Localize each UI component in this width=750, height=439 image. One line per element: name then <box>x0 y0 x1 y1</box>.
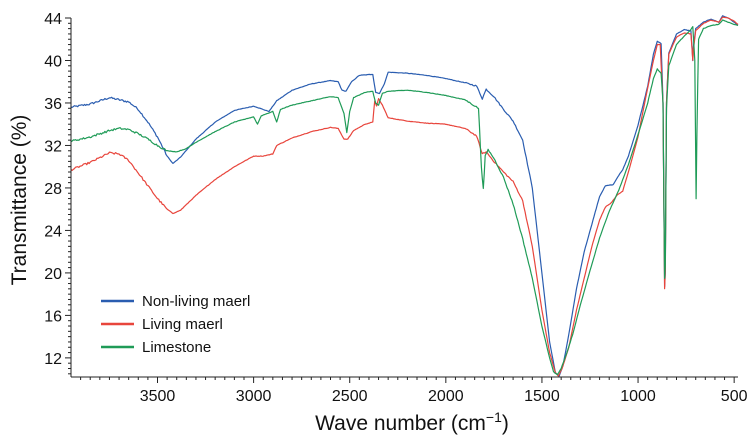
x-axis-title-superscript: −1 <box>486 409 502 425</box>
x-tick-label: 3000 <box>236 388 272 405</box>
y-axis-title: Transmittance (%) <box>8 115 31 286</box>
legend-label-1: Non-living maerl <box>142 293 250 310</box>
y-tick-label: 12 <box>44 351 62 368</box>
y-tick-label: 24 <box>44 223 62 240</box>
y-tick-label: 40 <box>44 53 62 70</box>
axes <box>70 18 738 378</box>
ticks: 3500 3000 2500 2000 1500 1000 500 12 16 20 24 28 32 3… <box>44 11 747 405</box>
series-line-2 <box>70 16 739 377</box>
x-axis-title-main: Wave number (cm <box>315 412 486 435</box>
x-tick-label: 1500 <box>524 388 560 405</box>
x-tick-label: 500 <box>721 388 748 405</box>
series-line-3 <box>70 19 739 376</box>
y-tick-label: 32 <box>44 138 62 155</box>
x-tick-label: 3500 <box>140 388 176 405</box>
legend: Non-living maerl Living maerl Limestone <box>101 293 250 356</box>
y-tick-label: 28 <box>44 181 62 198</box>
series-line-1 <box>70 15 739 377</box>
legend-label-3: Limestone <box>142 339 211 356</box>
x-tick-label: 2500 <box>332 388 368 405</box>
y-tick-label: 44 <box>44 11 62 28</box>
y-tick-label: 16 <box>44 308 62 325</box>
y-tick-label: 36 <box>44 96 62 113</box>
y-tick-label: 20 <box>44 266 62 283</box>
x-axis-title: Wave number (cm−1) <box>315 409 509 435</box>
x-tick-label: 1000 <box>620 388 656 405</box>
plot-lines <box>70 15 739 377</box>
x-tick-label: 2000 <box>428 388 464 405</box>
legend-label-2: Living maerl <box>142 316 223 333</box>
x-axis-title-close: ) <box>502 412 509 435</box>
